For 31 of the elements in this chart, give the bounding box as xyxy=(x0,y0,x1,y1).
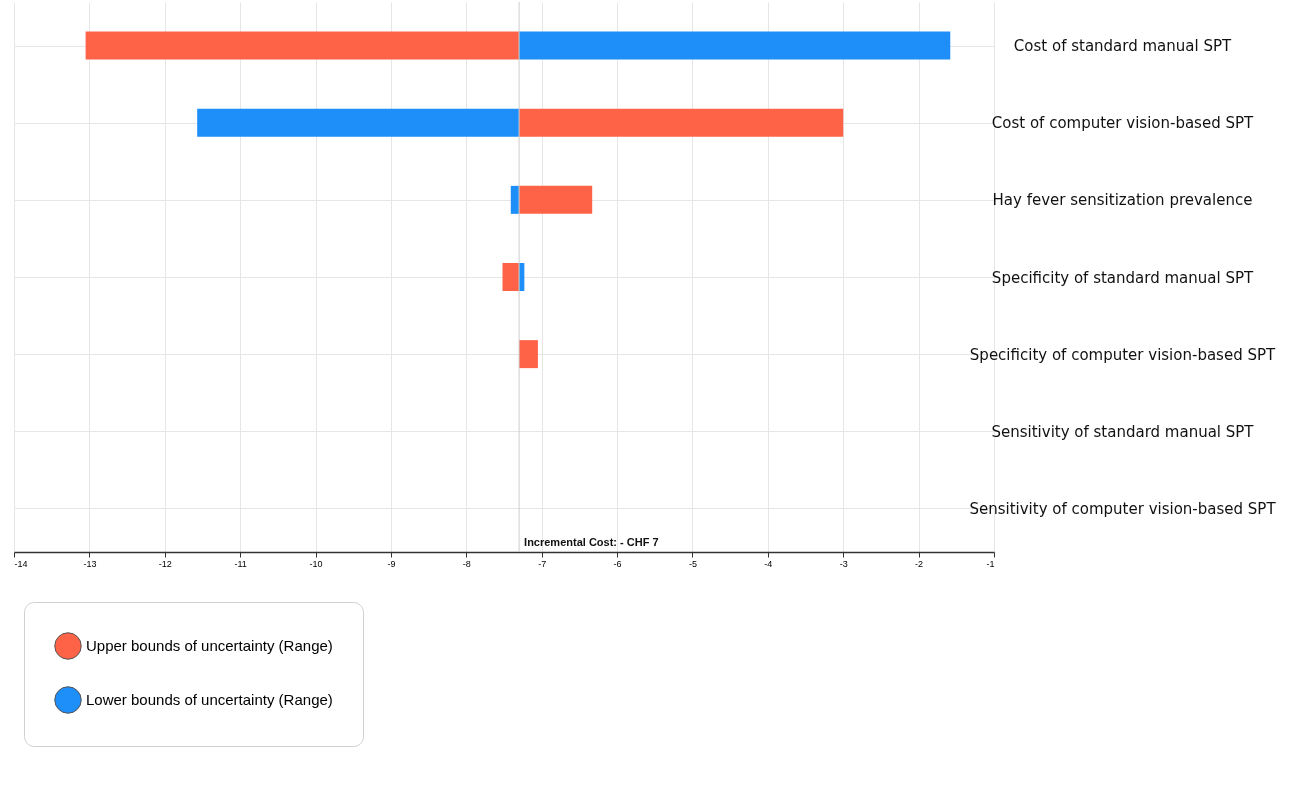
y-tick-label: Hay fever sensitization prevalence xyxy=(992,191,1253,210)
y-tick-label: Sensitivity of standard manual SPT xyxy=(991,422,1255,441)
ref-line-label: Incremental Cost: - CHF 7 xyxy=(524,536,659,548)
y-tick-label: Cost of computer vision-based SPT xyxy=(991,114,1255,133)
bar xyxy=(519,340,538,369)
x-tick-label: -7 xyxy=(538,558,547,569)
x-tick-label: -6 xyxy=(613,558,622,569)
x-tick-label: -12 xyxy=(158,558,172,569)
bar xyxy=(197,108,520,137)
y-tick-label: Sensitivity of computer vision-based SPT xyxy=(969,499,1277,518)
bar xyxy=(85,31,520,60)
y-tick-label: Cost of standard manual SPT xyxy=(1013,37,1232,56)
bar xyxy=(519,31,951,60)
y-tick-label: Specificity of standard manual SPT xyxy=(991,268,1254,287)
x-tick-label: -1 xyxy=(986,558,995,569)
legend-label: Upper bounds of uncertainty (Range) xyxy=(86,637,333,654)
bar xyxy=(519,108,844,137)
x-tick-label: -11 xyxy=(234,558,247,569)
x-tick-label: -5 xyxy=(688,558,697,569)
legend-label: Lower bounds of uncertainty (Range) xyxy=(86,691,333,708)
x-tick-label: -2 xyxy=(915,558,924,569)
x-tick-label: -9 xyxy=(387,558,396,569)
x-tick-label: -4 xyxy=(764,558,773,569)
x-tick-label: -14 xyxy=(14,558,28,569)
bar xyxy=(502,263,520,291)
x-tick-label: -8 xyxy=(462,558,471,569)
bar xyxy=(519,185,593,214)
x-tick-label: -3 xyxy=(839,558,848,569)
x-tick-label: -10 xyxy=(309,558,323,569)
y-tick-label: Specificity of computer vision-based SPT xyxy=(969,345,1276,364)
x-tick-label: -13 xyxy=(83,558,97,569)
